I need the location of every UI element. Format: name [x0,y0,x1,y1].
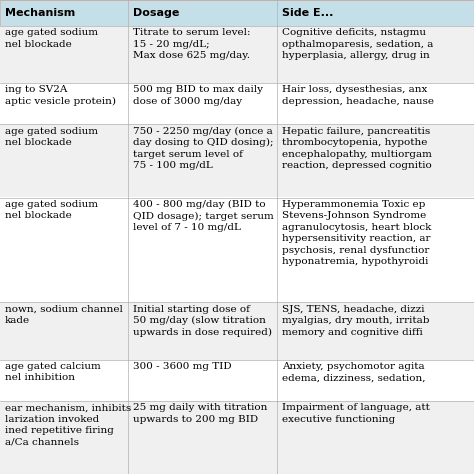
Text: Titrate to serum level:
15 - 20 mg/dL;
Max dose 625 mg/day.: Titrate to serum level: 15 - 20 mg/dL; M… [133,28,250,60]
Text: Mechanism: Mechanism [5,8,75,18]
Bar [0,360,474,401]
Bar [0,83,474,124]
Text: age gated sodium
nel blockade: age gated sodium nel blockade [5,200,98,220]
Bar [0,198,474,302]
Text: Side E...: Side E... [282,8,333,18]
Text: Initial starting dose of
50 mg/day (slow titration
upwards in dose required): Initial starting dose of 50 mg/day (slow… [133,305,272,337]
Text: 25 mg daily with titration
upwards to 200 mg BID: 25 mg daily with titration upwards to 20… [133,403,267,424]
Text: Cognitive deficits, nstagmu
opthalmoparesis, sedation, a
hyperplasia, allergy, d: Cognitive deficits, nstagmu opthalmopare… [282,28,433,60]
Text: Hepatic failure, pancreatitis
thrombocytopenia, hypothe
encephalopathy, multiorg: Hepatic failure, pancreatitis thrombocyt… [282,127,432,170]
Text: ing to SV2A
aptic vesicle protein): ing to SV2A aptic vesicle protein) [5,85,116,106]
Text: Hyperammonemia Toxic ep
Stevens-Johnson Syndrome
agranulocytosis, heart block
hy: Hyperammonemia Toxic ep Stevens-Johnson … [282,200,431,266]
Text: age gated sodium
nel blockade: age gated sodium nel blockade [5,28,98,49]
Bar [0,401,474,474]
Bar [0,0,474,26]
Text: Anxiety, psychomotor agita
edema, dizziness, sedation,: Anxiety, psychomotor agita edema, dizzin… [282,362,426,383]
Bar [0,302,474,360]
Text: nown, sodium channel
kade: nown, sodium channel kade [5,305,123,325]
Text: ear mechanism, inhibits
larization invoked
ined repetitive firing
a/Ca channels: ear mechanism, inhibits larization invok… [5,403,131,447]
Text: age gated calcium
nel inhibition: age gated calcium nel inhibition [5,362,100,383]
Text: age gated sodium
nel blockade: age gated sodium nel blockade [5,127,98,147]
Text: 300 - 3600 mg TID: 300 - 3600 mg TID [133,362,231,371]
Text: 750 - 2250 mg/day (once a
day dosing to QID dosing);
target serum level of
75 - : 750 - 2250 mg/day (once a day dosing to … [133,127,273,170]
Text: 400 - 800 mg/day (BID to
QID dosage); target serum
level of 7 - 10 mg/dL: 400 - 800 mg/day (BID to QID dosage); ta… [133,200,273,232]
Bar [0,124,474,198]
Text: 500 mg BID to max daily
dose of 3000 mg/day: 500 mg BID to max daily dose of 3000 mg/… [133,85,263,106]
Text: Dosage: Dosage [133,8,179,18]
Bar [0,26,474,83]
Text: SJS, TENS, headache, dizzi
myalgias, dry mouth, irritab
memory and cognitive dif: SJS, TENS, headache, dizzi myalgias, dry… [282,305,429,337]
Text: Impairment of language, att
executive functioning: Impairment of language, att executive fu… [282,403,430,424]
Text: Hair loss, dysesthesias, anx
depression, headache, nause: Hair loss, dysesthesias, anx depression,… [282,85,434,106]
